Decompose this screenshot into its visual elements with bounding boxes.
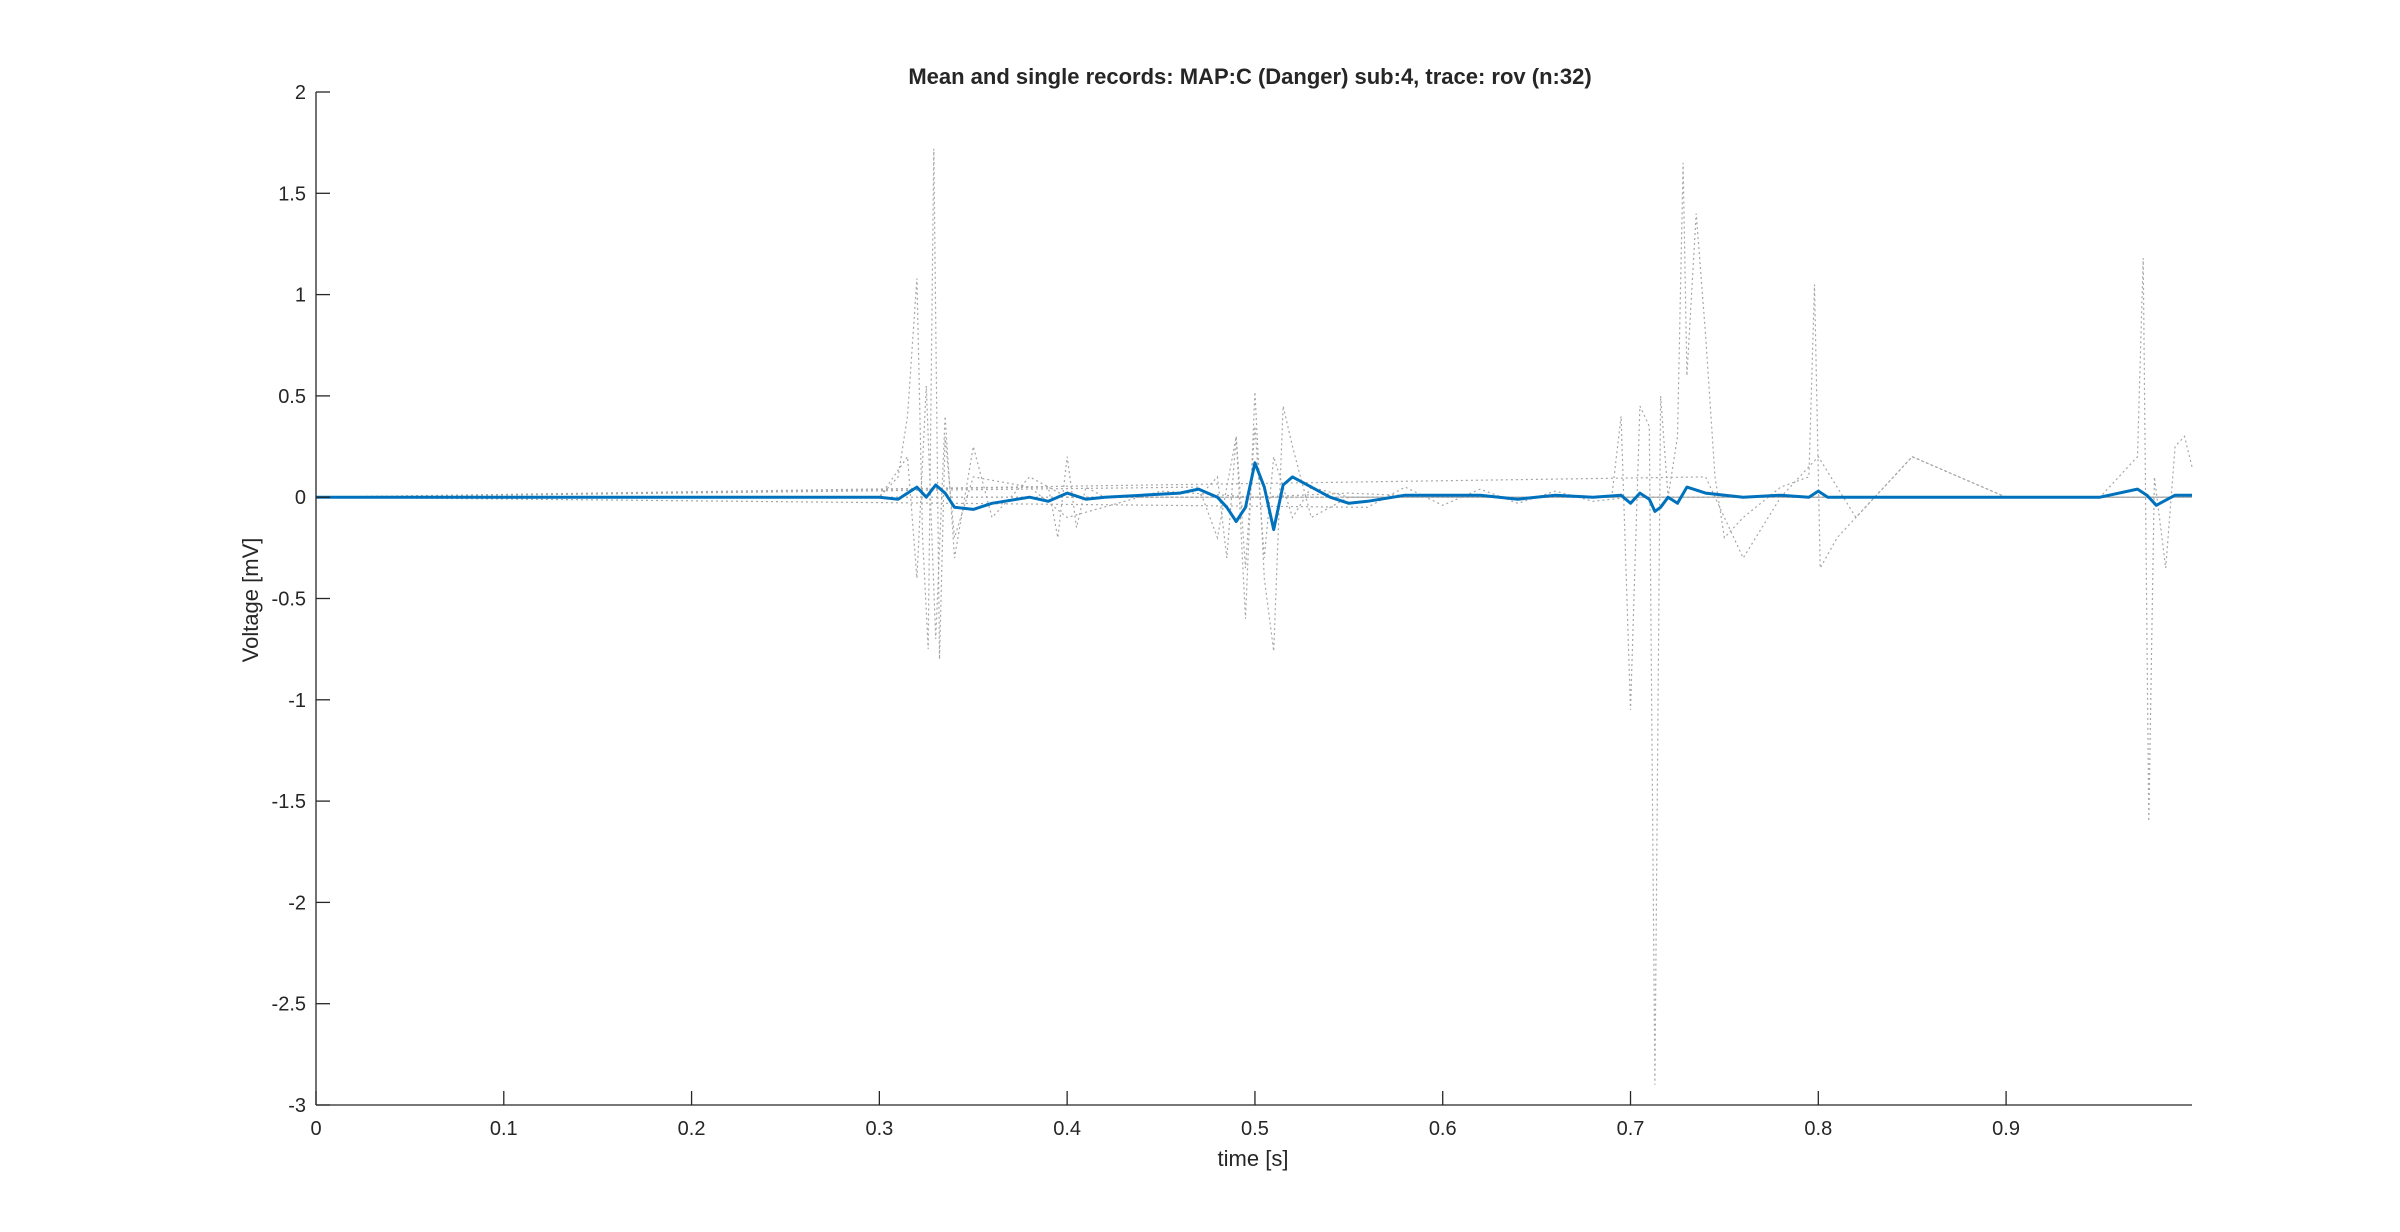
mean-trace (316, 461, 2192, 532)
x-axis-label: time [s] (1218, 1146, 1289, 1171)
y-tick-label: -2.5 (272, 994, 306, 1016)
single-record-line-1 (316, 148, 2192, 660)
single-records (315, 148, 2193, 1085)
y-tick-label: 1 (295, 285, 306, 307)
x-tick-label: 0.4 (1053, 1118, 1081, 1140)
y-tick-label: 0 (295, 487, 306, 509)
y-tick-label: 2 (295, 82, 306, 104)
single-record-line-3 (316, 391, 2192, 652)
x-tick-label: 0.5 (1241, 1118, 1269, 1140)
mean-series-line (316, 461, 2192, 532)
y-tick-label: -0.5 (272, 589, 306, 611)
x-tick-label: 0.6 (1429, 1118, 1457, 1140)
y-tick-label: -1 (288, 690, 306, 712)
y-ticks: 2 1.5 1 0.5 0 -0.5 -1 -1.5 -2 -2.5 -3 (272, 82, 330, 1117)
y-tick-label: 1.5 (278, 183, 306, 205)
x-tick-label: 0 (310, 1118, 321, 1140)
x-tick-label: 0.7 (1617, 1118, 1645, 1140)
x-tick-label: 0.8 (1804, 1118, 1832, 1140)
x-tick-label: 0.1 (490, 1118, 518, 1140)
x-tick-label: 0.3 (865, 1118, 893, 1140)
x-tick-label: 0.9 (1992, 1118, 2020, 1140)
x-ticks: 0 0.1 0.2 0.3 0.4 0.5 0.6 0.7 0.8 0.9 (310, 1091, 2020, 1140)
single-record-line-5 (316, 162, 2192, 1085)
y-tick-label: -3 (288, 1095, 306, 1117)
chart-title: Mean and single records: MAP:C (Danger) … (908, 64, 1591, 89)
y-axis-label: Voltage [mV] (238, 538, 263, 663)
y-tick-label: 0.5 (278, 386, 306, 408)
x-tick-label: 0.2 (678, 1118, 706, 1140)
single-record-line-8 (315, 456, 2192, 538)
single-record-line-6 (315, 258, 2193, 822)
y-tick-label: -2 (288, 892, 306, 914)
y-tick-label: -1.5 (272, 791, 306, 813)
